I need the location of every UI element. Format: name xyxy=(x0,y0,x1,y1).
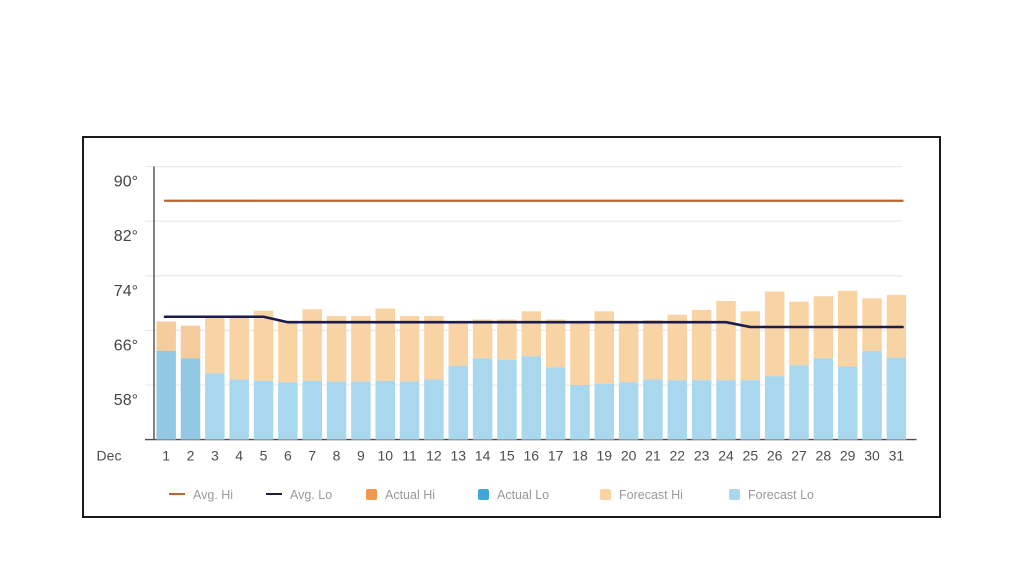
svg-text:90°: 90° xyxy=(114,174,138,191)
svg-text:11: 11 xyxy=(402,448,417,464)
svg-text:66°: 66° xyxy=(114,337,138,354)
svg-text:74°: 74° xyxy=(114,283,138,300)
svg-text:22: 22 xyxy=(670,448,686,464)
svg-text:14: 14 xyxy=(475,448,491,464)
svg-text:2: 2 xyxy=(187,448,195,464)
svg-text:26: 26 xyxy=(767,448,783,464)
svg-text:5: 5 xyxy=(260,448,268,464)
svg-text:10: 10 xyxy=(377,448,393,464)
svg-text:7: 7 xyxy=(308,448,316,464)
svg-text:6: 6 xyxy=(284,448,292,464)
svg-text:24: 24 xyxy=(718,448,734,464)
svg-text:17: 17 xyxy=(548,448,564,464)
svg-text:16: 16 xyxy=(523,448,539,464)
svg-text:82°: 82° xyxy=(114,228,138,245)
svg-text:25: 25 xyxy=(743,448,759,464)
svg-text:12: 12 xyxy=(426,448,442,464)
svg-text:23: 23 xyxy=(694,448,710,464)
svg-text:21: 21 xyxy=(645,448,661,464)
svg-text:28: 28 xyxy=(816,448,832,464)
svg-text:15: 15 xyxy=(499,448,515,464)
svg-text:19: 19 xyxy=(597,448,613,464)
svg-text:27: 27 xyxy=(791,448,807,464)
svg-text:18: 18 xyxy=(572,448,588,464)
svg-text:30: 30 xyxy=(864,448,880,464)
svg-text:4: 4 xyxy=(235,448,243,464)
svg-text:9: 9 xyxy=(357,448,365,464)
svg-text:3: 3 xyxy=(211,448,219,464)
svg-text:13: 13 xyxy=(450,448,466,464)
svg-text:29: 29 xyxy=(840,448,856,464)
svg-text:1: 1 xyxy=(162,448,170,464)
svg-text:8: 8 xyxy=(333,448,341,464)
svg-text:58°: 58° xyxy=(114,392,138,409)
svg-text:31: 31 xyxy=(889,448,905,464)
svg-text:Dec: Dec xyxy=(97,448,122,464)
svg-text:20: 20 xyxy=(621,448,637,464)
